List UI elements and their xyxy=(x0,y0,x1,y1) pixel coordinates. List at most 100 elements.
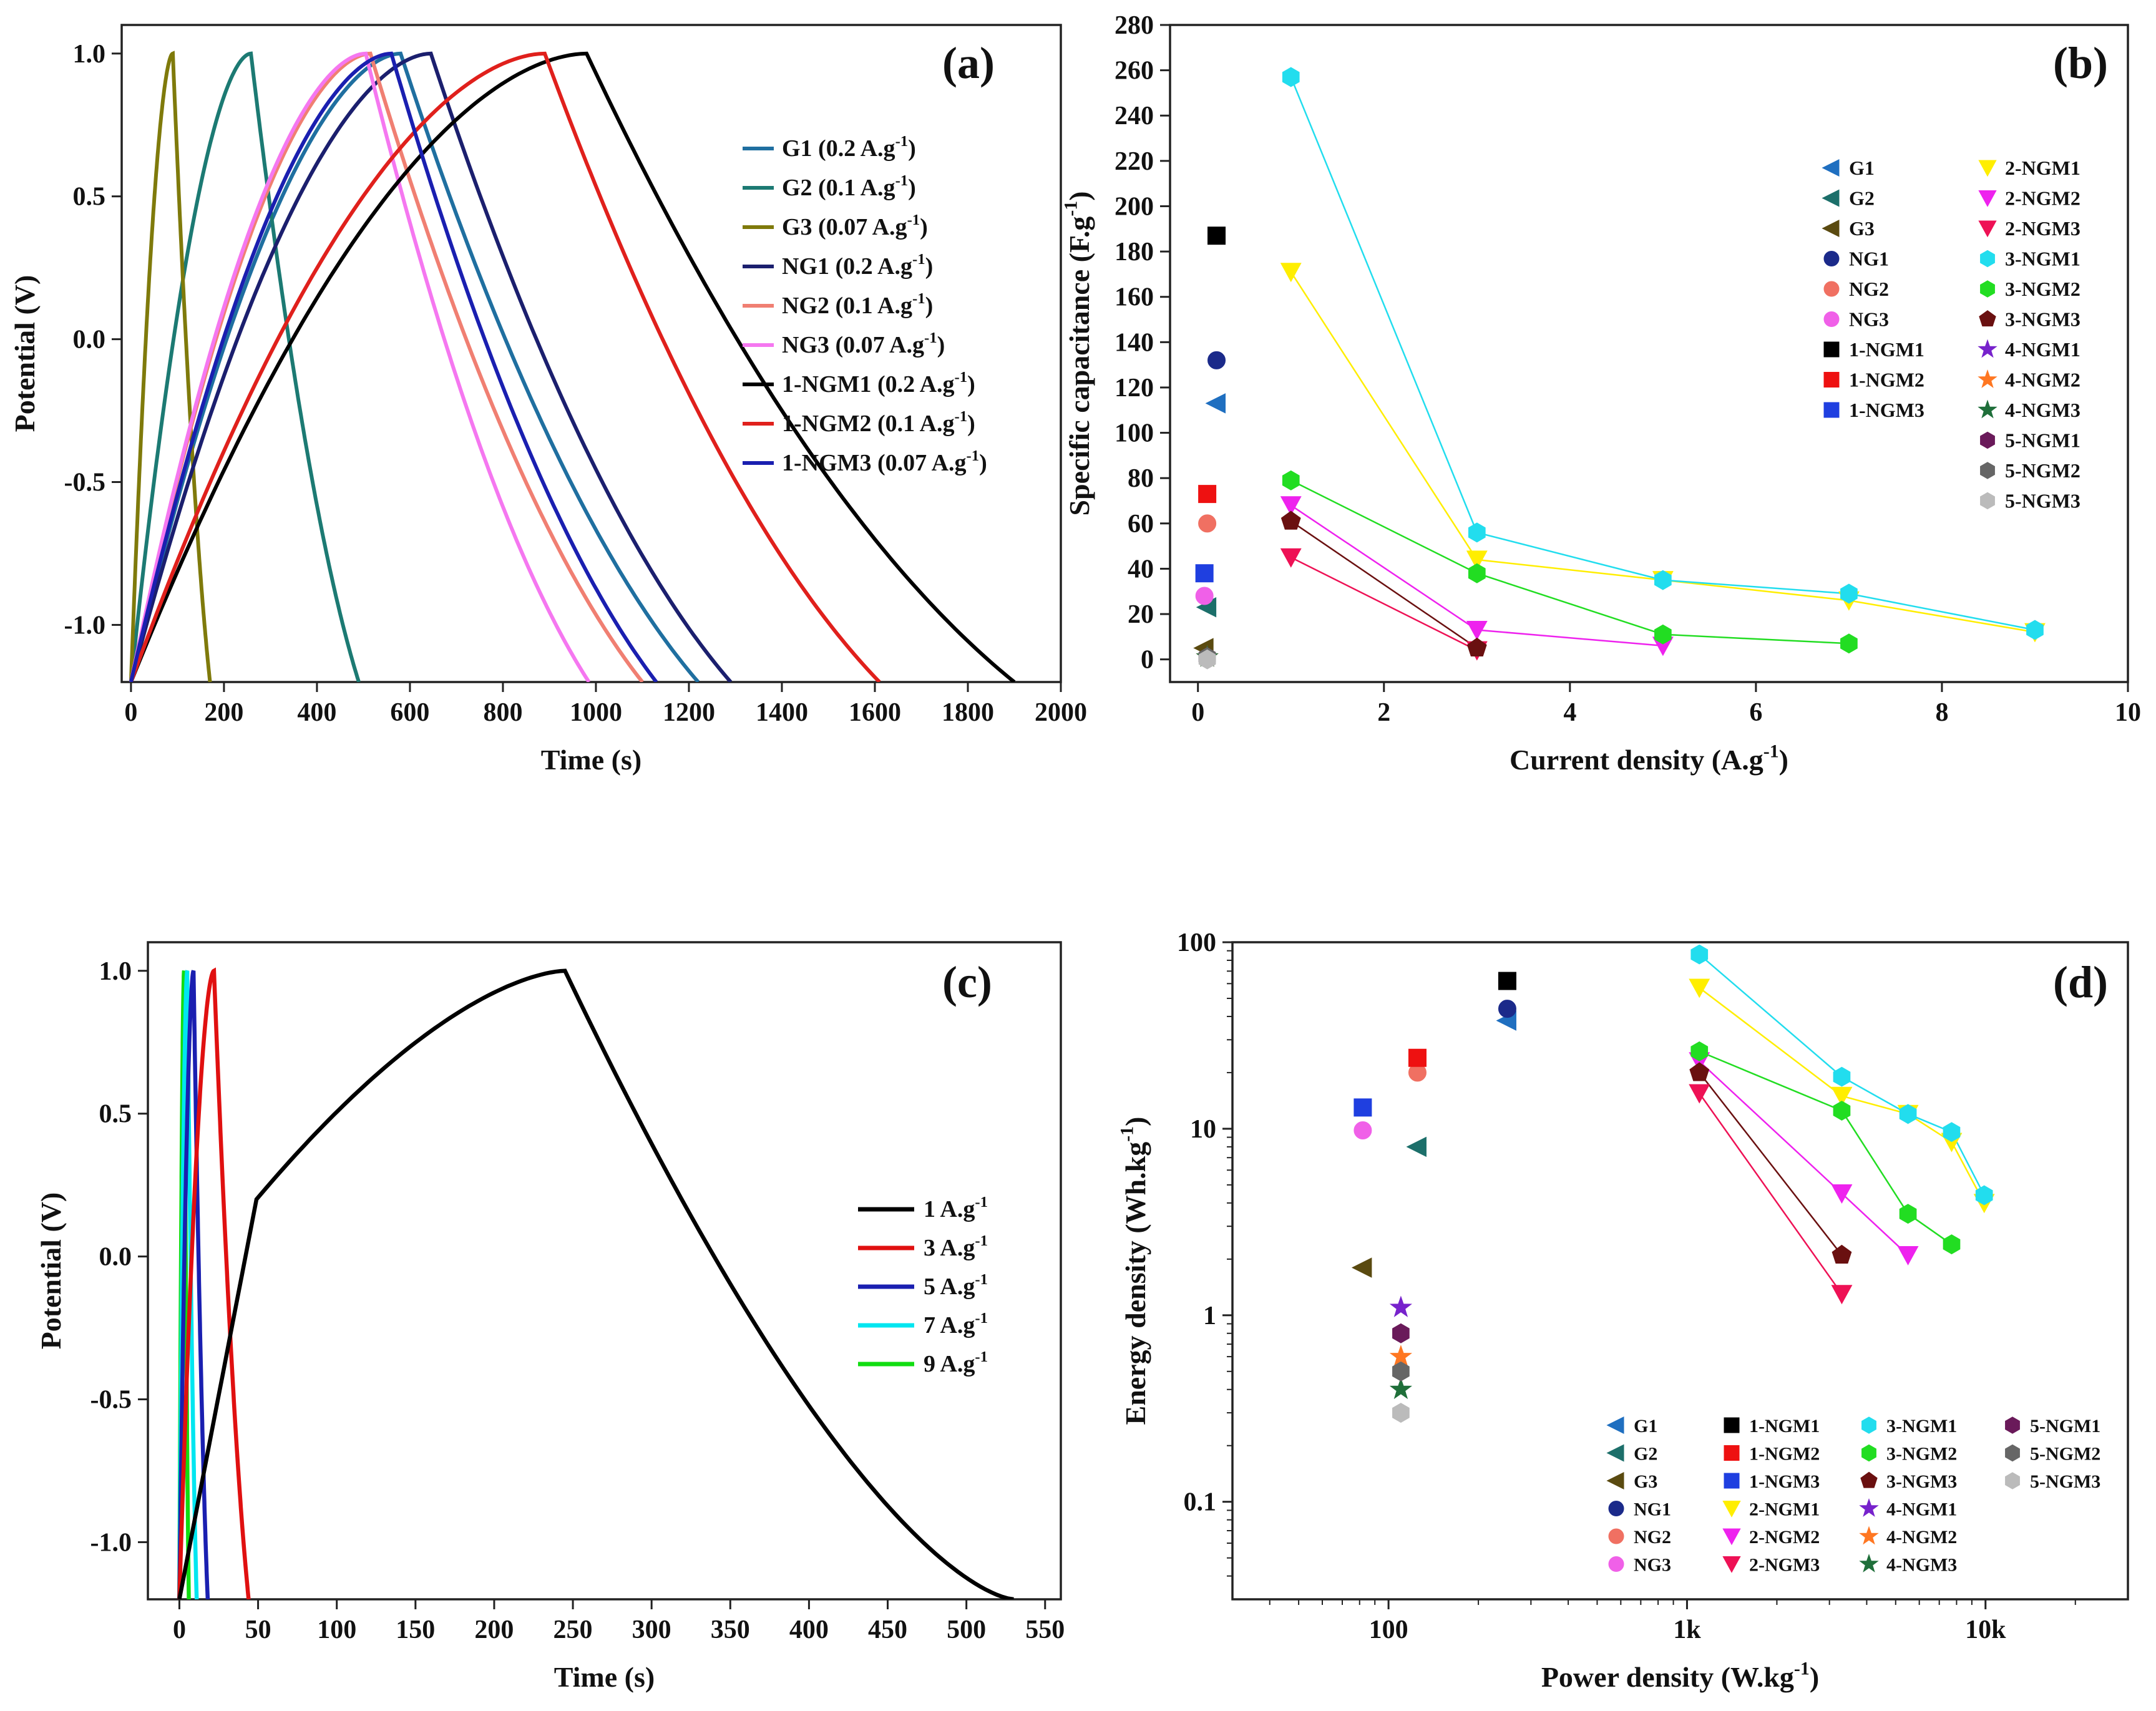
y-tick-label: 40 xyxy=(1128,555,1154,583)
y-axis-label: Potential (V) xyxy=(35,1192,67,1350)
panel-label: (b) xyxy=(2053,38,2108,88)
y-tick-label: 20 xyxy=(1128,600,1154,629)
x-tick-label: 400 xyxy=(789,1616,829,1644)
legend-marker xyxy=(1823,281,1840,297)
x-axis-label: Time (s) xyxy=(554,1661,655,1693)
point-2-NGM1 xyxy=(1466,550,1488,570)
point-G2 xyxy=(1406,1136,1427,1158)
panel-label: (d) xyxy=(2053,957,2108,1007)
x-tick-label: 300 xyxy=(632,1616,671,1644)
legend-label: 1-NGM3 xyxy=(1849,399,1924,421)
legend-marker xyxy=(1823,402,1840,418)
legend-label: NG3 xyxy=(1849,308,1889,331)
legend-label: 3-NGM2 xyxy=(2005,278,2080,300)
legend-label: 3-NGM3 xyxy=(1886,1471,1957,1492)
point-3-NGM2 xyxy=(1690,1041,1709,1061)
legend-marker xyxy=(2005,1472,2020,1489)
x-tick-label: 500 xyxy=(947,1616,986,1644)
legend-marker xyxy=(1722,1528,1741,1546)
point-3-NGM1 xyxy=(1690,944,1709,965)
point-2-NGM3 xyxy=(1689,1084,1710,1104)
y-tick-label: 0 xyxy=(1141,646,1154,675)
y-tick-label: 0.5 xyxy=(99,1100,132,1129)
legend-label: NG2 xyxy=(1849,278,1889,300)
legend-label: 4-NGM3 xyxy=(1886,1555,1957,1576)
series-line-2-NGM3 xyxy=(1699,1093,1843,1295)
series-line-3-NGM2 xyxy=(1290,479,1849,645)
y-tick-label: 180 xyxy=(1115,238,1154,266)
x-tick-label: 0 xyxy=(124,698,137,727)
legend-marker xyxy=(1608,1501,1624,1516)
y-tick-label: 0.5 xyxy=(73,183,106,212)
x-tick-label: 10 xyxy=(2115,698,2141,727)
legend-label: NG3 xyxy=(1634,1555,1671,1576)
plot-frame xyxy=(147,941,1062,1601)
legend-label: 4-NGM2 xyxy=(1886,1527,1957,1548)
legend-label: 7 A.g-1 xyxy=(924,1310,988,1338)
legend-marker xyxy=(1823,341,1840,358)
x-tick-label: 10k xyxy=(1965,1616,2006,1644)
legend-label: G2 xyxy=(1849,187,1875,210)
legend-marker xyxy=(1978,190,1997,207)
legend-label: NG1 xyxy=(1849,248,1889,270)
y-tick-label: 280 xyxy=(1115,11,1154,40)
x-tick-label: 1600 xyxy=(849,698,901,727)
y-tick-label: 100 xyxy=(1115,419,1154,448)
point-3-NGM2 xyxy=(1654,624,1672,645)
legend-marker xyxy=(1980,462,1995,479)
panel-label: (c) xyxy=(942,957,992,1007)
x-tick-label: 0 xyxy=(173,1616,186,1644)
y-axis-label: Specific capacitance (F.g-1) xyxy=(1061,191,1095,515)
x-tick-label: 350 xyxy=(711,1616,750,1644)
point-1-NGM1 xyxy=(1498,972,1516,990)
x-tick-label: 1k xyxy=(1673,1616,1701,1644)
series-line-1-NGM2 xyxy=(129,51,881,682)
legend-label: 1-NGM2 (0.1 A.g-1) xyxy=(782,408,975,437)
legend-label: 1-NGM1 (0.2 A.g-1) xyxy=(782,369,975,397)
legend-marker xyxy=(1979,310,1996,327)
panel-a: 0 200 400 600 800 1000 1200 1400 1600 1800 2000 -1.… xyxy=(9,24,1087,776)
x-tick-label: 200 xyxy=(204,698,243,727)
legend-label: G2 xyxy=(1634,1444,1657,1465)
point-2-NGM1 xyxy=(1689,978,1710,998)
point-3-NGM1 xyxy=(1975,1185,1993,1206)
point-3-NGM1 xyxy=(1468,522,1486,543)
point-4-NGM3 xyxy=(1389,1377,1413,1400)
x-axis-label: Time (s) xyxy=(541,744,641,776)
panel-b: 0 2 4 6 8 10020406080100120140160180200220240… xyxy=(1061,11,2141,776)
x-axis-label: Current density (A.g-1) xyxy=(1510,741,1788,776)
legend-label: 1 A.g-1 xyxy=(924,1194,988,1222)
legend-label: 4-NGM3 xyxy=(2005,399,2080,421)
legend-marker xyxy=(1724,1417,1740,1433)
legend-label: 5-NGM1 xyxy=(2005,429,2080,452)
x-tick-label: 1800 xyxy=(942,698,994,727)
x-tick-label: 1400 xyxy=(756,698,808,727)
point-1-NGM2 xyxy=(1408,1048,1427,1067)
point-NG1 xyxy=(1498,1000,1516,1018)
legend-label: 1-NGM1 xyxy=(1749,1416,1820,1436)
legend-marker xyxy=(2005,1444,2020,1462)
point-5-NGM3 xyxy=(1392,1403,1410,1423)
legend-label: 2-NGM2 xyxy=(1749,1527,1820,1548)
legend-marker xyxy=(1978,339,1997,358)
legend-marker xyxy=(1606,1444,1624,1462)
point-3-NGM3 xyxy=(1689,1062,1710,1081)
legend-marker xyxy=(1823,311,1840,327)
legend-label: G1 xyxy=(1634,1416,1657,1436)
y-tick-label: 100 xyxy=(1177,929,1216,957)
legend-label: 2-NGM3 xyxy=(1749,1555,1820,1576)
y-tick-label: 160 xyxy=(1115,283,1154,312)
series-line-3-NGM3 xyxy=(1290,520,1478,649)
point-2-NGM1 xyxy=(1280,263,1302,283)
x-tick-label: 150 xyxy=(396,1616,435,1644)
legend-label: 3-NGM1 xyxy=(2005,248,2080,270)
legend-label: 5 A.g-1 xyxy=(924,1271,988,1300)
panel-d: 100 1k 10k 0.1 1 10 100 Power density (W.kg-1) E… xyxy=(1117,929,2129,1693)
point-3-NGM1 xyxy=(1943,1122,1961,1143)
legend-label: G3 xyxy=(1634,1471,1657,1492)
legend-label: NG1 xyxy=(1634,1499,1671,1520)
x-tick-label: 400 xyxy=(297,698,336,727)
point-5-NGM3 xyxy=(1198,649,1216,670)
x-tick-label: 600 xyxy=(390,698,429,727)
